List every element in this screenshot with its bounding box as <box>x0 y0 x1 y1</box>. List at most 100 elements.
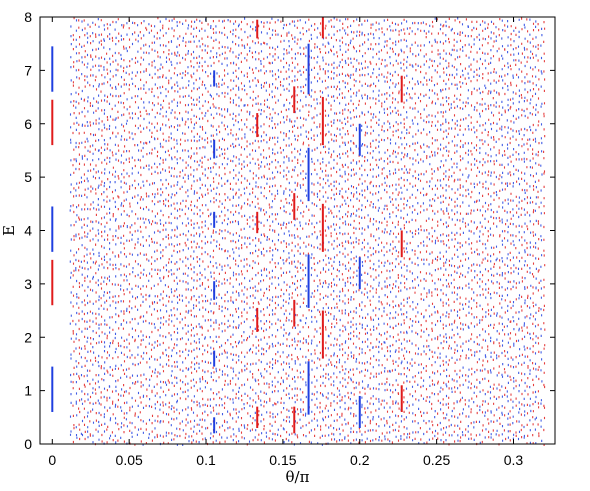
level-dots <box>526 18 529 445</box>
y-tick-label: 0 <box>24 436 32 452</box>
level-dots <box>310 24 313 444</box>
level-dots <box>425 23 428 444</box>
level-dots <box>122 24 126 443</box>
level-dots <box>265 21 268 438</box>
level-dots <box>464 18 467 437</box>
level-dots <box>240 20 243 439</box>
level-dots <box>204 18 207 440</box>
level-dots <box>134 22 137 446</box>
y-tick-label: 1 <box>24 383 32 399</box>
level-dots <box>108 23 112 440</box>
level-dots <box>470 20 473 440</box>
level-dots <box>383 19 386 441</box>
level-dots <box>69 25 72 436</box>
level-dots <box>285 23 288 441</box>
level-dots <box>332 17 336 441</box>
spectrum-point-cloud <box>69 17 546 446</box>
y-axis-label: E <box>0 225 18 236</box>
level-dots <box>89 25 92 437</box>
level-dots <box>92 21 95 444</box>
level-dots <box>145 26 148 445</box>
level-dots <box>170 19 173 441</box>
level-dots <box>428 24 431 441</box>
level-dots <box>363 19 367 444</box>
level-dots <box>338 19 341 442</box>
level-dots <box>487 23 490 439</box>
level-dots <box>156 17 159 438</box>
level-dots <box>481 20 484 444</box>
level-dots <box>86 23 89 439</box>
level-dots <box>243 17 246 440</box>
level-dots <box>304 21 308 438</box>
level-dots <box>436 18 439 440</box>
level-dots <box>531 22 535 445</box>
level-dots <box>529 18 532 444</box>
y-axis-ticks: 0 1 2 3 4 5 6 7 8 <box>24 9 555 452</box>
level-dots <box>229 20 232 438</box>
x-tick-label: 0.25 <box>423 452 450 468</box>
level-dots <box>142 20 145 446</box>
level-dots <box>237 23 240 443</box>
level-dots <box>389 25 392 443</box>
level-dots <box>164 17 168 437</box>
level-dots <box>248 25 252 443</box>
level-dots <box>220 20 224 439</box>
level-dots <box>408 27 411 439</box>
x-tick-label: 0.2 <box>350 452 370 468</box>
level-dots <box>198 19 201 444</box>
level-dots <box>319 22 322 439</box>
level-dots <box>162 24 165 444</box>
level-dots <box>268 21 271 440</box>
level-dots <box>492 22 495 441</box>
level-dots <box>355 18 358 441</box>
level-dots <box>346 18 350 442</box>
y-tick-label: 8 <box>24 9 32 25</box>
level-dots <box>100 19 103 443</box>
level-dots <box>433 17 437 438</box>
x-tick-label: 0.05 <box>116 452 143 468</box>
level-dots <box>366 19 369 440</box>
level-dots <box>397 23 400 442</box>
level-dots <box>391 21 395 444</box>
y-tick-label: 4 <box>24 223 32 239</box>
level-dots <box>450 27 453 437</box>
level-dots <box>534 20 537 445</box>
level-dots <box>523 23 526 439</box>
level-dots <box>234 20 238 444</box>
level-dots <box>274 21 277 442</box>
level-dots <box>520 17 523 439</box>
y-tick-label: 6 <box>24 116 32 132</box>
level-dots <box>380 27 383 442</box>
level-dots <box>226 19 229 439</box>
level-dots <box>192 20 196 442</box>
level-dots <box>411 22 414 442</box>
level-dots <box>195 18 198 443</box>
level-dots <box>223 19 226 443</box>
level-dots <box>459 21 462 443</box>
level-dots <box>75 19 78 439</box>
level-dots <box>296 19 299 439</box>
level-dots <box>478 23 481 444</box>
level-dots <box>422 21 425 445</box>
level-dots <box>176 21 179 446</box>
level-dots <box>489 20 493 439</box>
level-dots <box>445 20 448 442</box>
level-dots <box>251 21 254 442</box>
level-dots <box>506 20 509 439</box>
level-dots <box>139 22 142 443</box>
level-dots <box>439 23 442 442</box>
level-dots <box>431 20 434 440</box>
level-dots <box>344 18 347 440</box>
level-dots <box>456 17 459 442</box>
level-dots <box>106 23 109 444</box>
level-dots <box>414 21 417 440</box>
y-tick-label: 7 <box>24 62 32 78</box>
level-dots <box>341 22 344 442</box>
level-dots <box>262 21 266 444</box>
level-dots <box>352 20 355 442</box>
level-dots <box>178 21 182 438</box>
level-dots <box>187 24 190 443</box>
level-dots <box>190 20 193 444</box>
level-dots <box>417 22 420 445</box>
level-dots <box>372 23 375 442</box>
